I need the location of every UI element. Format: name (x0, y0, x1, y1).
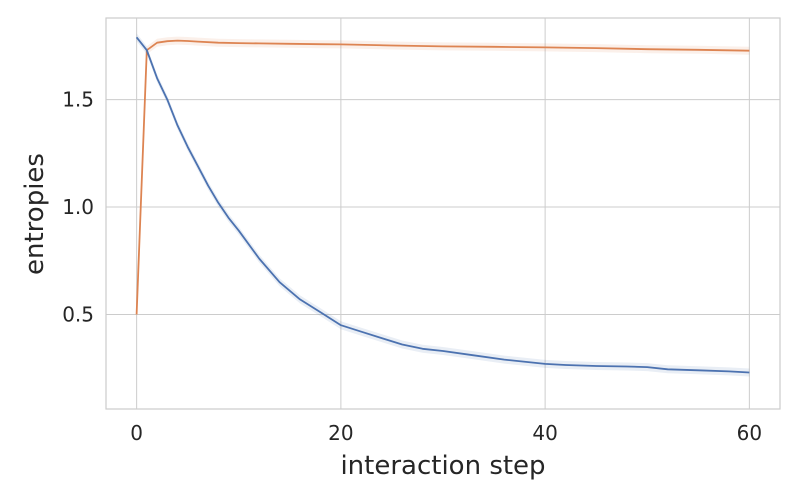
x-tick-label: 20 (328, 421, 353, 445)
tick-labels: 0 20 40 60 0.5 1.0 1.5 (62, 88, 762, 445)
x-tick-label: 0 (130, 421, 143, 445)
x-tick-label: 60 (737, 421, 762, 445)
x-tick-label: 40 (532, 421, 557, 445)
y-tick-label: 1.5 (62, 88, 94, 112)
y-axis-label: entropies (20, 153, 50, 275)
y-tick-label: 0.5 (62, 302, 94, 326)
y-tick-label: 1.0 (62, 195, 94, 219)
series-1-band (136, 33, 750, 377)
series-lines (135, 33, 750, 377)
x-axis-label: interaction step (340, 451, 545, 481)
series-0-line (135, 39, 750, 315)
plot-frame (105, 17, 781, 410)
series-1-line (135, 36, 750, 374)
grid-lines (106, 18, 780, 409)
series-0-band (136, 36, 750, 319)
